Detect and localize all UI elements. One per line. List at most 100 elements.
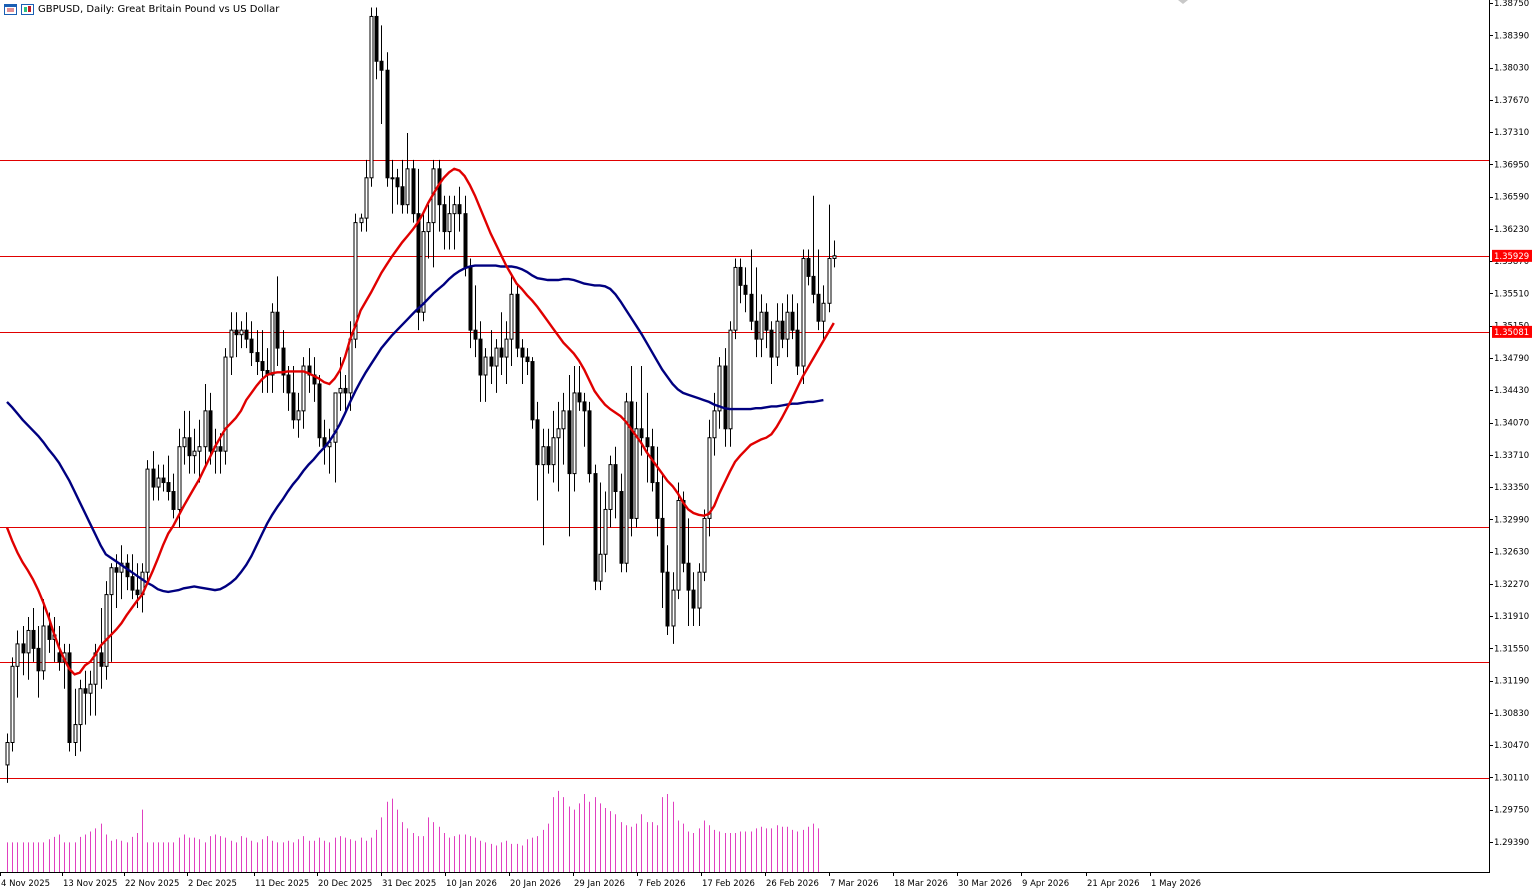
candle-body-bear xyxy=(57,652,62,663)
candle xyxy=(265,348,270,393)
candle xyxy=(260,330,265,393)
candle-body-bull xyxy=(78,688,83,726)
candle-body-bull xyxy=(197,446,202,452)
candle xyxy=(697,563,702,626)
candle-body-bear xyxy=(135,589,140,596)
candle-body-bear xyxy=(795,329,800,367)
candle-body-bear xyxy=(806,257,811,277)
time-label: 17 Feb 2026 xyxy=(702,879,755,889)
candle-body-bear xyxy=(249,338,254,354)
candle-body-bull xyxy=(333,392,338,443)
candle xyxy=(275,276,280,367)
candle xyxy=(5,733,10,783)
candle-body-bear xyxy=(567,410,572,475)
candle xyxy=(795,303,800,375)
candle-body-bull xyxy=(551,437,556,466)
price-label: 1.30110 xyxy=(1494,773,1529,783)
candle-body-bull xyxy=(88,683,93,694)
price-label: 1.32990 xyxy=(1494,515,1529,525)
time-label: 26 Feb 2026 xyxy=(766,879,819,889)
candle-body-bear xyxy=(489,356,494,367)
candle-body-bear xyxy=(769,329,774,358)
candle xyxy=(525,348,530,375)
candle-body-bull xyxy=(712,410,717,439)
candle-body-bull xyxy=(426,222,431,233)
candle xyxy=(738,258,743,304)
candle xyxy=(171,473,176,519)
candle-body-bull xyxy=(624,401,629,564)
candle xyxy=(806,249,811,286)
candles xyxy=(5,7,837,783)
candle xyxy=(494,339,499,393)
time-label: 18 Mar 2026 xyxy=(894,879,948,889)
candle-body-bear xyxy=(645,437,650,448)
candle xyxy=(291,366,296,429)
candle-body-bear xyxy=(535,419,540,466)
candle xyxy=(416,168,421,331)
candle-body-bear xyxy=(275,311,280,349)
candle-body-bear xyxy=(36,647,41,672)
candle xyxy=(104,581,109,680)
chart-title: GBPUSD, Daily: Great Britain Pound vs US… xyxy=(38,3,280,15)
candle xyxy=(442,195,447,250)
candle xyxy=(88,670,93,716)
time-label: 29 Jan 2026 xyxy=(574,879,625,889)
candle-body-bull xyxy=(192,450,197,457)
candle-body-bull xyxy=(447,213,452,233)
candle xyxy=(286,366,291,411)
price-label: 1.35510 xyxy=(1494,289,1529,299)
candle xyxy=(447,195,452,250)
candle xyxy=(301,357,306,429)
candle-body-bear xyxy=(629,401,634,519)
candle xyxy=(431,159,436,268)
candle xyxy=(187,410,192,474)
candle xyxy=(827,204,832,313)
candle-body-bull xyxy=(785,311,790,340)
candle-body-bear xyxy=(457,204,462,215)
candle xyxy=(582,392,587,447)
candle-body-bull xyxy=(348,338,353,394)
time-axis[interactable]: 4 Nov 2025 13 Nov 2025 22 Nov 2025 2 Dec 20… xyxy=(0,872,1202,889)
price-label: 1.34430 xyxy=(1494,386,1529,396)
candle-body-bear xyxy=(244,329,249,340)
candle xyxy=(619,473,624,573)
candle xyxy=(359,213,364,232)
price-label: 1.36590 xyxy=(1494,193,1529,203)
candle xyxy=(379,25,384,125)
candle-body-bull xyxy=(41,625,46,672)
candle xyxy=(645,392,650,483)
symbol-icon[interactable] xyxy=(21,3,34,15)
candle xyxy=(374,7,379,80)
candle-body-bear xyxy=(613,464,618,493)
candle xyxy=(639,366,644,456)
candle xyxy=(603,491,608,573)
candle xyxy=(244,312,249,349)
time-label: 4 Nov 2025 xyxy=(1,879,50,889)
candle xyxy=(577,366,582,411)
candle-body-bull xyxy=(223,356,228,452)
chart-window-icon[interactable] xyxy=(4,3,17,15)
candle xyxy=(608,455,613,528)
candle xyxy=(790,294,795,340)
candle-body-bull xyxy=(603,508,608,555)
candle-body-bull xyxy=(182,437,187,448)
candle xyxy=(151,451,156,501)
candle xyxy=(561,392,566,465)
candle-body-bull xyxy=(296,410,301,421)
candle xyxy=(707,419,712,537)
candle xyxy=(541,428,546,546)
candle-body-bull xyxy=(73,724,78,744)
candle-body-bear xyxy=(416,213,421,313)
candle-body-bull xyxy=(832,255,837,259)
scroll-marker-icon[interactable] xyxy=(1178,0,1188,4)
price-label: 1.31910 xyxy=(1494,612,1529,622)
candle xyxy=(613,446,618,519)
candle xyxy=(769,321,774,384)
candle-body-bear xyxy=(286,374,291,394)
candle-body-bull xyxy=(541,446,546,466)
price-axis[interactable]: 1.38750 1.38390 1.38030 1.37670 1.37310 1.369… xyxy=(1489,0,1529,848)
price-label: 1.31190 xyxy=(1494,677,1529,687)
candle xyxy=(177,428,182,528)
candle xyxy=(182,410,187,465)
